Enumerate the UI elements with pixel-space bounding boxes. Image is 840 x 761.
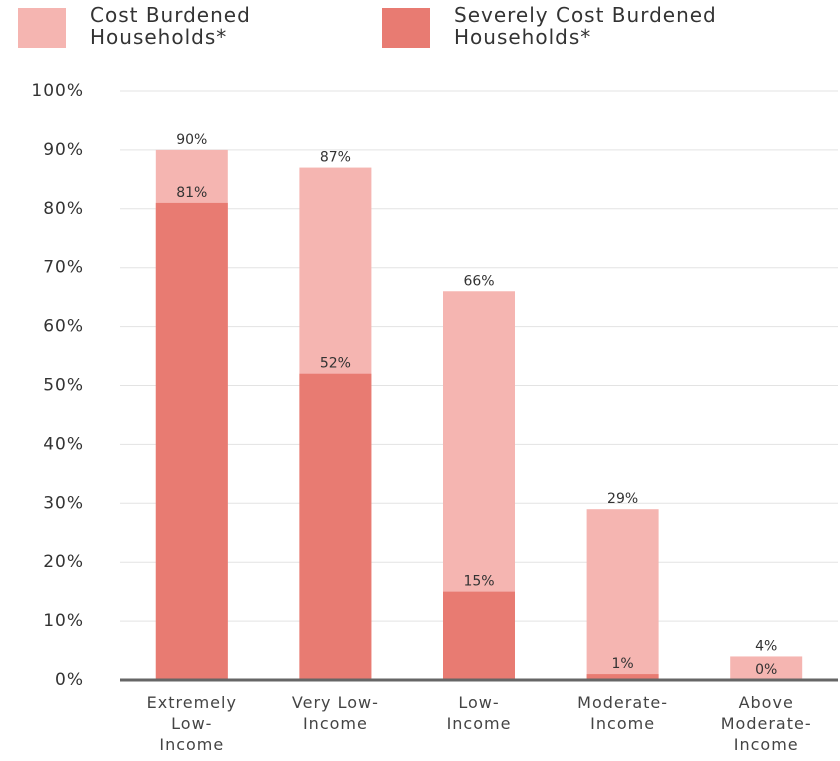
bar — [155, 202, 228, 680]
value-label: 66% — [463, 273, 494, 289]
value-label: 1% — [611, 656, 633, 672]
x-tick-label-box: Above Moderate- Income — [720, 693, 812, 754]
bar — [730, 656, 803, 680]
value-label: 15% — [463, 574, 494, 590]
bar — [299, 373, 372, 680]
y-tick-label: 50% — [43, 376, 84, 396]
x-tick-label-box: Extremely Low- Income — [146, 693, 237, 754]
value-label: 87% — [320, 150, 351, 166]
x-tick-label: Moderate- Income — [577, 693, 669, 733]
legend-label: Severely Cost Burdened Households* — [454, 4, 717, 49]
bar — [586, 674, 659, 680]
x-tick-label: Above Moderate- Income — [720, 693, 812, 754]
x-tick-label: Low- Income — [446, 693, 512, 733]
y-tick-label: 80% — [43, 199, 84, 219]
y-tick-label: 10% — [43, 611, 84, 631]
y-tick-label: 0% — [55, 670, 84, 690]
x-tick-label: Very Low- Income — [291, 693, 379, 733]
bar — [586, 509, 659, 680]
y-tick-label: 40% — [43, 434, 84, 454]
value-label: 4% — [755, 638, 777, 654]
bar — [443, 591, 515, 680]
x-tick-label: Extremely Low- Income — [146, 693, 237, 754]
legend-label-box: Cost Burdened Households* — [90, 4, 251, 49]
y-tick-label: 90% — [43, 140, 84, 160]
value-label: 29% — [607, 491, 638, 507]
x-tick-label-box: Very Low- Income — [291, 693, 379, 733]
value-label: 52% — [320, 356, 351, 372]
x-tick-label-box: Moderate- Income — [577, 693, 669, 733]
x-tick-label-box: Low- Income — [446, 693, 512, 733]
legend-label: Cost Burdened Households* — [90, 4, 251, 49]
y-tick-label: 20% — [43, 552, 84, 572]
legend-swatch — [18, 8, 66, 48]
value-label: 90% — [176, 132, 207, 148]
y-tick-label: 30% — [43, 493, 84, 513]
value-label: 0% — [755, 662, 777, 678]
y-tick-label: 70% — [43, 258, 84, 278]
legend-label-box: Severely Cost Burdened Households* — [454, 4, 717, 49]
value-label: 81% — [176, 185, 207, 201]
y-tick-label: 60% — [43, 317, 84, 337]
y-tick-label: 100% — [31, 81, 84, 101]
legend-swatch — [382, 8, 430, 48]
